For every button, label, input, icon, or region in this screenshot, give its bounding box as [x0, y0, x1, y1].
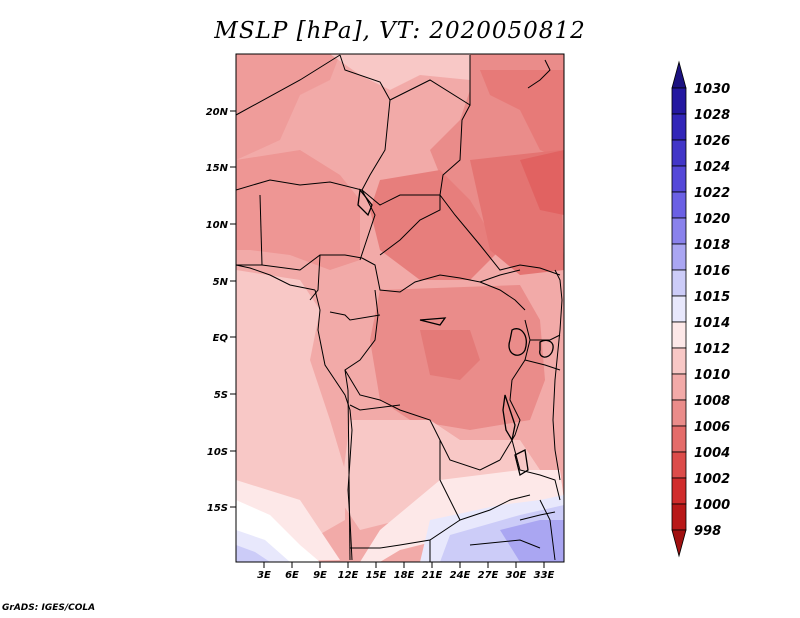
colorbar-swatch: [671, 165, 687, 193]
colorbar-label: 1030: [694, 82, 730, 97]
colorbar-label: 998: [694, 524, 721, 539]
colorbar-swatch: [671, 399, 687, 427]
colorbar-swatch: [671, 295, 687, 323]
colorbar-label: 1004: [694, 446, 730, 461]
lon-label-33e: 33E: [534, 570, 555, 581]
colorbar-swatch: [671, 347, 687, 375]
lakes: [357, 188, 554, 477]
lon-label-9e: 9E: [313, 570, 327, 581]
colorbar-label: 1016: [694, 264, 730, 279]
colorbar-top-arrow: [671, 60, 687, 89]
colorbar-swatch: [671, 139, 687, 167]
colorbar-swatch: [671, 321, 687, 349]
lon-label-6e: 6E: [285, 570, 299, 581]
lat-label-5s: 5S: [214, 390, 228, 401]
colorbar-label: 1026: [694, 134, 730, 149]
colorbar-swatch: [671, 87, 687, 115]
lon-tick-24e: 24E: [450, 562, 471, 581]
lat-tick-15n: 15N: [206, 163, 236, 174]
lat-tick-10s: 10S: [207, 447, 236, 458]
lon-tick-3e: 3E: [257, 562, 271, 581]
lat-label-10s: 10S: [207, 447, 228, 458]
lat-tick-10n: 10N: [206, 220, 236, 231]
lon-tick-9e: 9E: [313, 562, 327, 581]
lat-tick-5n: 5N: [213, 277, 236, 288]
lon-tick-6e: 6E: [285, 562, 299, 581]
colorbar-label: 1002: [694, 472, 730, 487]
lon-label-15e: 15E: [366, 570, 387, 581]
lon-tick-12e: 12E: [338, 562, 359, 581]
lat-label-5n: 5N: [213, 277, 229, 288]
lat-tick-eq: EQ: [213, 333, 236, 344]
lon-label-12e: 12E: [338, 570, 359, 581]
colorbar-label: 1010: [694, 368, 730, 383]
colorbar: 1030 1028 1026 1024 1022 1020 1018 1016 1015 1014…: [671, 60, 730, 558]
colorbar-swatch: [671, 373, 687, 401]
chart-title: MSLP [hPa], VT: 2020050812: [214, 18, 586, 44]
colorbar-label: 1018: [694, 238, 730, 253]
lon-label-24e: 24E: [450, 570, 471, 581]
colorbar-swatch: [671, 269, 687, 297]
lon-tick-15e: 15E: [366, 562, 387, 581]
colorbar-label: 1022: [694, 186, 730, 201]
map-frame: [235, 53, 565, 563]
colorbar-swatch: [671, 243, 687, 271]
colorbar-label: 1028: [694, 108, 730, 123]
lat-label-20n: 20N: [206, 107, 229, 118]
colorbar-swatch: [671, 425, 687, 453]
lon-label-3e: 3E: [257, 570, 271, 581]
colorbar-label: 1000: [694, 498, 730, 513]
colorbar-swatch: [671, 451, 687, 479]
lon-tick-30e: 30E: [506, 562, 527, 581]
colorbar-label: 1012: [694, 342, 730, 357]
lon-label-18e: 18E: [394, 570, 415, 581]
pressure-field: [236, 54, 564, 562]
colorbar-label: 1020: [694, 212, 730, 227]
colorbar-swatch: [671, 503, 687, 531]
lon-tick-18e: 18E: [394, 562, 415, 581]
colorbar-swatch: [671, 477, 687, 505]
lon-label-21e: 21E: [422, 570, 443, 581]
lat-tick-20n: 20N: [206, 107, 236, 118]
lat-label-10n: 10N: [206, 220, 229, 231]
lat-label-15s: 15S: [207, 503, 228, 514]
lon-label-30e: 30E: [506, 570, 527, 581]
lon-tick-21e: 21E: [422, 562, 443, 581]
lat-label-eq: EQ: [213, 333, 229, 344]
lon-label-27e: 27E: [478, 570, 499, 581]
colorbar-bottom-arrow: [671, 529, 687, 558]
lon-tick-27e: 27E: [478, 562, 499, 581]
colorbar-swatch: [671, 191, 687, 219]
lon-tick-33e: 33E: [534, 562, 555, 581]
lat-tick-5s: 5S: [214, 390, 236, 401]
colorbar-swatch: [671, 113, 687, 141]
colorbar-label: 1015: [694, 290, 730, 305]
lon-axis: 3E 6E 9E 12E 15E 18E 21E 24E 27E 30E 33E: [257, 562, 555, 581]
colorbar-label: 1006: [694, 420, 730, 435]
grads-credit: GrADS: IGES/COLA: [2, 603, 96, 613]
colorbar-label: 1014: [694, 316, 730, 331]
colorbar-label: 1024: [694, 160, 730, 175]
colorbar-label: 1008: [694, 394, 730, 409]
lat-tick-15s: 15S: [207, 503, 236, 514]
lat-axis: 20N 15N 10N 5N EQ 5S 10S 15S: [206, 107, 236, 514]
lat-label-15n: 15N: [206, 163, 229, 174]
country-borders: [236, 54, 563, 562]
colorbar-swatch: [671, 217, 687, 245]
